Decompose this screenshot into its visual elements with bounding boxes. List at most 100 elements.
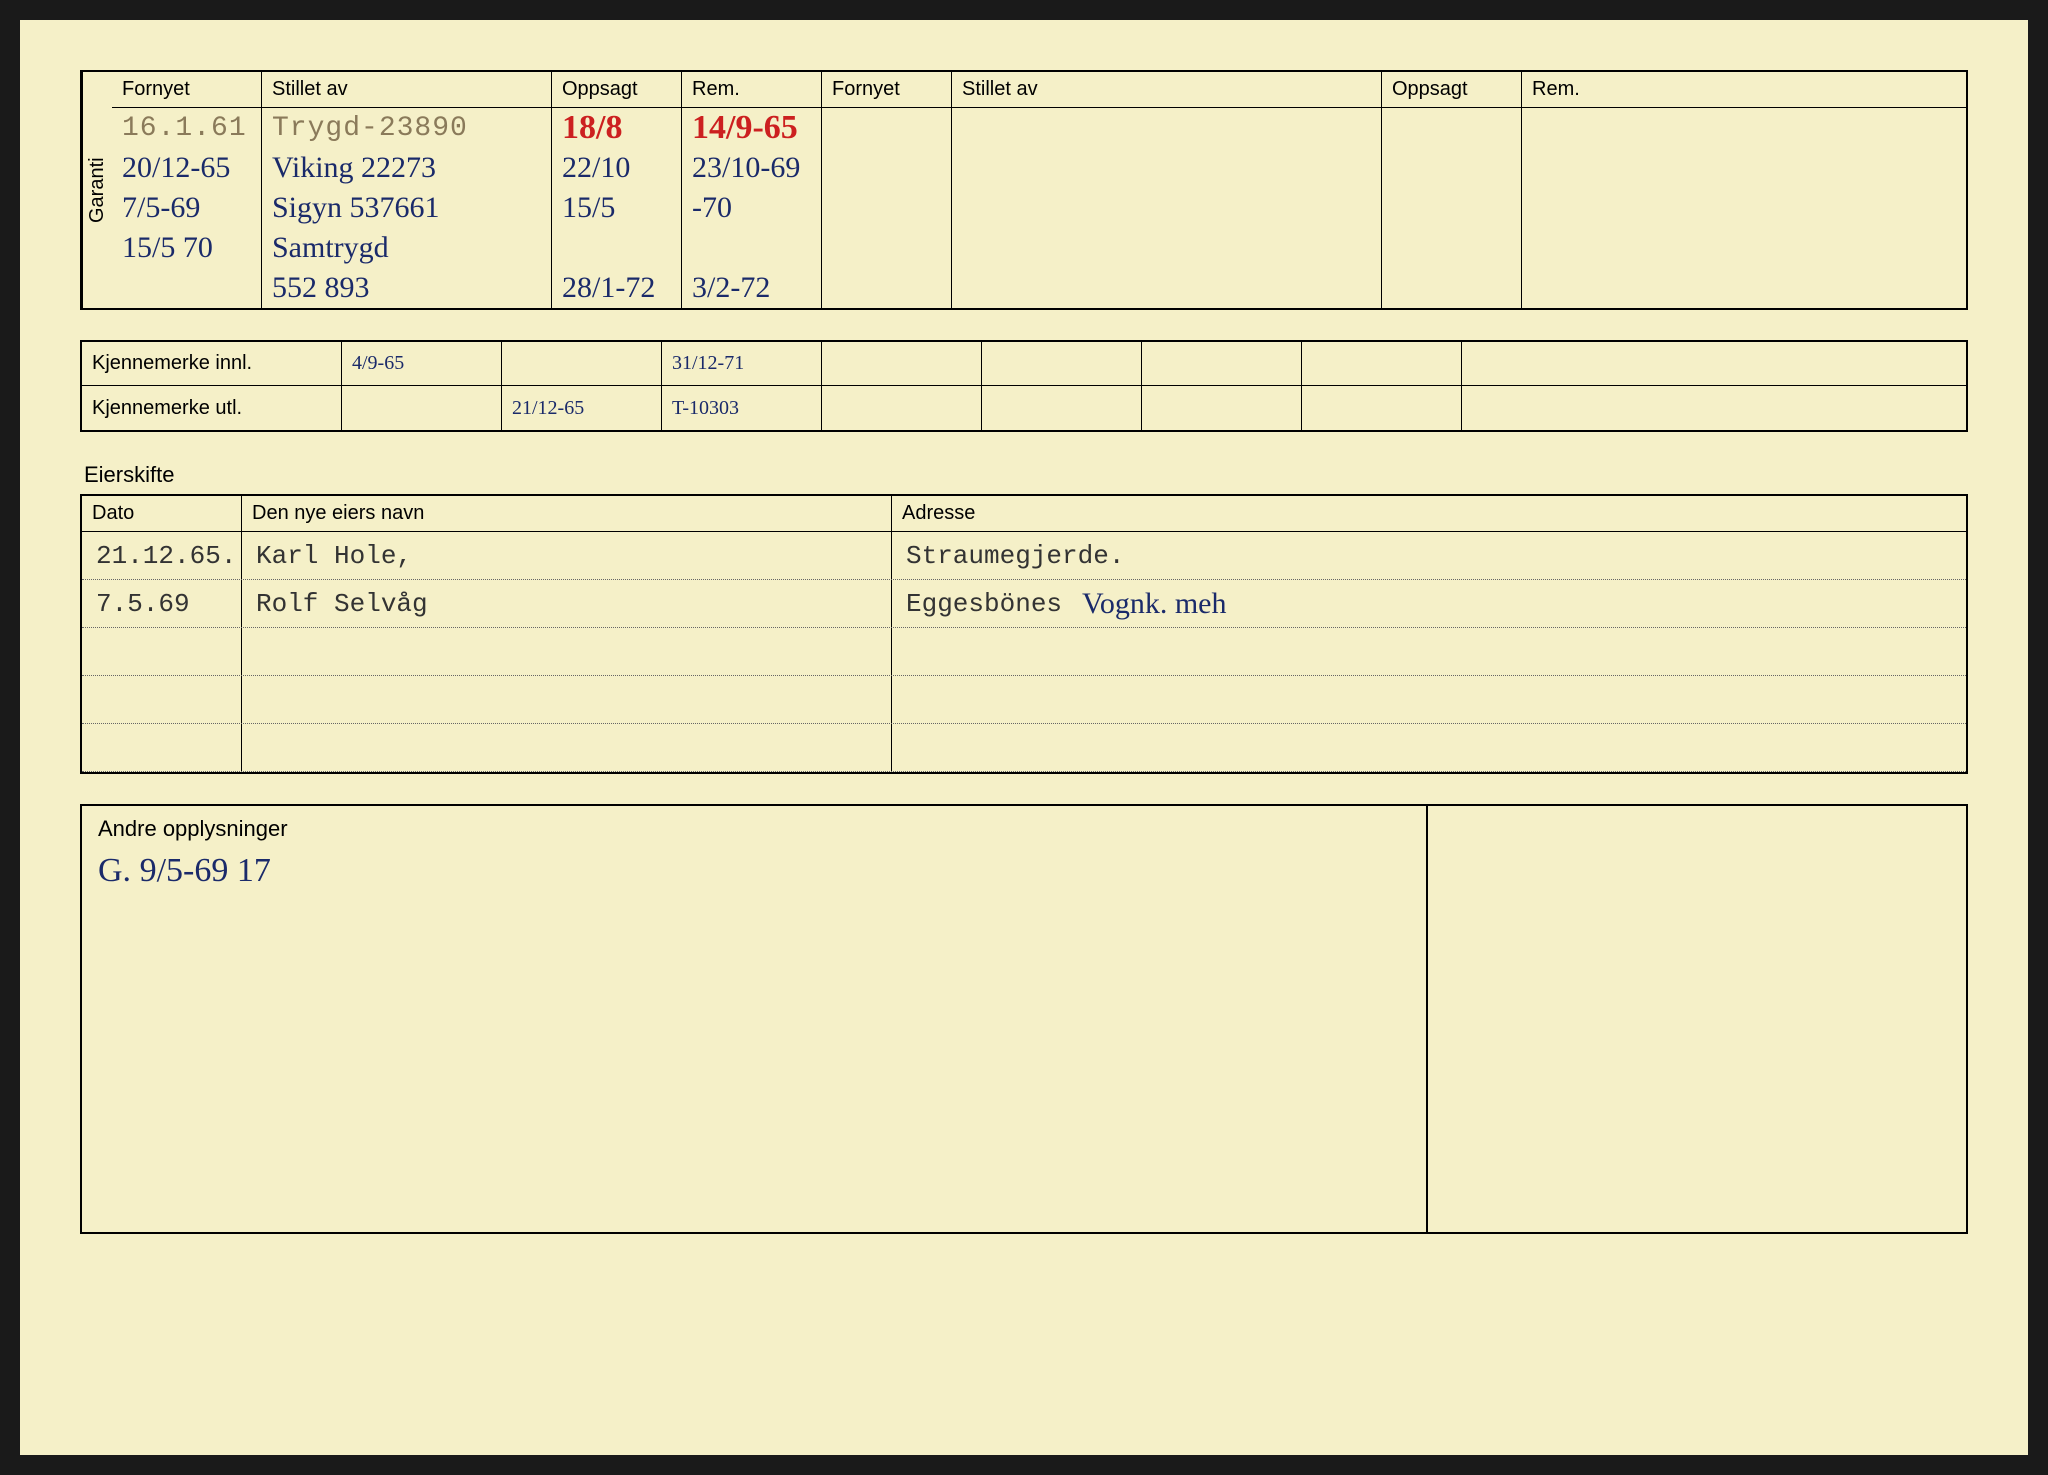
garanti-cell: Trygd-23890 <box>262 108 552 148</box>
garanti-value: 14/9-65 <box>692 109 798 147</box>
garanti-value: 3/2-72 <box>692 271 770 305</box>
garanti-header: Fornyet Stillet av Oppsagt Rem. Fornyet … <box>112 72 1966 108</box>
garanti-value: 15/5 70 <box>122 231 213 265</box>
kjennemerke-section: Kjennemerke innl. 4/9-65 31/12-71 Kjenne… <box>80 340 1968 432</box>
eier-dato-value: 7.5.69 <box>96 589 190 619</box>
eier-adresse-value: Eggesbönes <box>906 589 1062 619</box>
eier-navn-cell: Rolf Selvåg <box>242 580 892 627</box>
kjenne-utl-4 <box>982 386 1142 430</box>
eierskifte-row <box>82 724 1966 772</box>
eier-adresse-cell <box>892 724 1966 771</box>
garanti-section: Garanti Fornyet Stillet av Oppsagt Rem. … <box>80 70 1968 310</box>
garanti-table: Fornyet Stillet av Oppsagt Rem. Fornyet … <box>112 72 1966 308</box>
garanti-cell <box>822 188 952 228</box>
garanti-value: 22/10 <box>562 151 630 185</box>
header-fornyet2: Fornyet <box>822 72 952 107</box>
kjenne-innl-end <box>1462 342 1966 385</box>
kjenne-utl-6 <box>1302 386 1462 430</box>
eierskifte-title: Eierskifte <box>80 462 1968 488</box>
garanti-cell: Sigyn 537661 <box>262 188 552 228</box>
garanti-rows: 16.1.61 Trygd-23890 18/8 14/9-65 20/12-65 Vik… <box>112 108 1966 308</box>
garanti-cell: 14/9-65 <box>682 108 822 148</box>
kjenne-innl-4 <box>982 342 1142 385</box>
garanti-row: 16.1.61 Trygd-23890 18/8 14/9-65 <box>112 108 1966 148</box>
andre-wrap: Andre opplysninger G. 9/5-69 17 <box>80 804 1968 1234</box>
garanti-row: 15/5 70 Samtrygd <box>112 228 1966 268</box>
kjenne-utl-label: Kjennemerke utl. <box>82 386 342 430</box>
garanti-cell <box>1382 148 1522 188</box>
garanti-cell <box>952 148 1382 188</box>
eier-dato-cell <box>82 724 242 771</box>
header-oppsagt2: Oppsagt <box>1382 72 1522 107</box>
eier-adresse-cell: Straumegjerde. <box>892 532 1966 579</box>
eier-dato-cell <box>82 676 242 723</box>
kjenne-utl-0 <box>342 386 502 430</box>
eier-dato-value: 21.12.65. <box>96 541 236 571</box>
garanti-cell: 15/5 <box>552 188 682 228</box>
eier-navn-cell <box>242 724 892 771</box>
eier-navn-value: Karl Hole, <box>256 541 412 571</box>
kjenne-utl-row: Kjennemerke utl. 21/12-65 T-10303 <box>82 386 1966 430</box>
andre-note-prefix: G. <box>98 852 131 889</box>
kjenne-utl-2: T-10303 <box>662 386 822 430</box>
garanti-cell: 16.1.61 <box>112 108 262 148</box>
eier-adresse-cell: EggesbönesVognk. meh <box>892 580 1966 627</box>
kjenne-innl-2: 31/12-71 <box>662 342 822 385</box>
garanti-cell <box>552 228 682 268</box>
garanti-value: -70 <box>692 191 732 225</box>
garanti-cell <box>1522 108 1966 148</box>
side-box <box>1428 804 1968 1234</box>
eier-navn-cell: Karl Hole, <box>242 532 892 579</box>
garanti-value: 16.1.61 <box>122 113 247 144</box>
eier-adresse-value: Straumegjerde. <box>906 541 1124 571</box>
eierskifte-row <box>82 628 1966 676</box>
garanti-cell <box>952 228 1382 268</box>
kjenne-innl-1 <box>502 342 662 385</box>
garanti-cell <box>682 228 822 268</box>
kjenne-innl-label: Kjennemerke innl. <box>82 342 342 385</box>
eier-header-navn: Den nye eiers navn <box>242 496 892 531</box>
header-stillet2: Stillet av <box>952 72 1382 107</box>
kjenne-innl-row: Kjennemerke innl. 4/9-65 31/12-71 <box>82 342 1966 386</box>
garanti-cell <box>1382 188 1522 228</box>
garanti-cell <box>952 108 1382 148</box>
garanti-cell: 18/8 <box>552 108 682 148</box>
header-oppsagt: Oppsagt <box>552 72 682 107</box>
garanti-cell: 20/12-65 <box>112 148 262 188</box>
garanti-value: 18/8 <box>562 109 622 147</box>
garanti-cell: 28/1-72 <box>552 268 682 308</box>
garanti-cell <box>1382 228 1522 268</box>
garanti-cell <box>822 228 952 268</box>
garanti-cell <box>952 268 1382 308</box>
eierskifte-row: 7.5.69 Rolf SelvågEggesbönesVognk. meh <box>82 580 1966 628</box>
garanti-cell <box>1382 268 1522 308</box>
garanti-row: 7/5-69Sigyn 53766115/5-70 <box>112 188 1966 228</box>
kjenne-innl-6 <box>1302 342 1462 385</box>
header-stillet: Stillet av <box>262 72 552 107</box>
kjenne-innl-0: 4/9-65 <box>342 342 502 385</box>
garanti-value: Viking 22273 <box>272 151 436 185</box>
garanti-side-label: Garanti <box>82 72 112 308</box>
kjenne-utl-1: 21/12-65 <box>502 386 662 430</box>
garanti-cell <box>822 148 952 188</box>
garanti-cell: 3/2-72 <box>682 268 822 308</box>
garanti-cell: 552 893 <box>262 268 552 308</box>
garanti-value: 28/1-72 <box>562 271 655 305</box>
garanti-value: 20/12-65 <box>122 151 230 185</box>
header-fornyet: Fornyet <box>112 72 262 107</box>
eierskifte-header: Dato Den nye eiers navn Adresse <box>82 496 1966 532</box>
eierskifte-section: Dato Den nye eiers navn Adresse 21.12.65… <box>80 494 1968 774</box>
garanti-cell: 22/10 <box>552 148 682 188</box>
garanti-row: 552 893 28/1-72 3/2-72 <box>112 268 1966 308</box>
eier-adresse-cell <box>892 676 1966 723</box>
garanti-cell: Samtrygd <box>262 228 552 268</box>
garanti-value: Trygd-23890 <box>272 113 468 144</box>
garanti-value: 552 893 <box>272 271 370 305</box>
kjenne-innl-3 <box>822 342 982 385</box>
garanti-cell <box>1522 148 1966 188</box>
header-rem2: Rem. <box>1522 72 1966 107</box>
kjenne-utl-3 <box>822 386 982 430</box>
eier-dato-cell <box>82 628 242 675</box>
andre-title: Andre opplysninger <box>98 816 1410 842</box>
header-rem: Rem. <box>682 72 822 107</box>
